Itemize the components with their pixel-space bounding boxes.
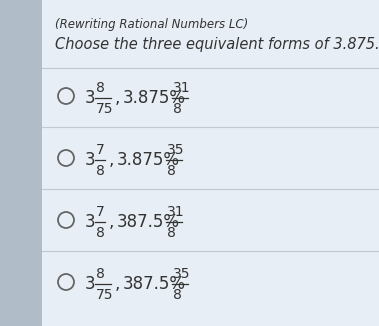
Text: 3: 3 [85, 275, 96, 293]
Text: 3.875%: 3.875% [123, 89, 186, 107]
Text: 75: 75 [96, 288, 113, 302]
Text: 7: 7 [96, 205, 105, 219]
Text: 8: 8 [96, 267, 105, 281]
Text: Choose the three equivalent forms of 3.875.: Choose the three equivalent forms of 3.8… [55, 37, 379, 52]
Text: 387.5%: 387.5% [123, 275, 186, 293]
Text: 8: 8 [96, 164, 105, 178]
Text: 8: 8 [166, 164, 175, 178]
Text: 3.875%: 3.875% [116, 151, 180, 169]
Text: 8: 8 [96, 226, 105, 240]
Text: ,: , [108, 213, 114, 231]
Text: 8: 8 [173, 102, 182, 116]
Text: 31: 31 [166, 205, 184, 219]
Text: 8: 8 [96, 81, 105, 95]
Bar [42, 0, 379, 326]
Text: ,: , [115, 275, 121, 293]
Text: 8: 8 [173, 288, 182, 302]
Text: 7: 7 [96, 143, 105, 157]
Text: 3: 3 [85, 213, 96, 231]
Text: 387.5%: 387.5% [116, 213, 180, 231]
Text: 3: 3 [85, 151, 96, 169]
Text: 75: 75 [96, 102, 113, 116]
Text: 35: 35 [166, 143, 184, 157]
Text: 8: 8 [166, 226, 175, 240]
Text: ,: , [108, 151, 114, 169]
Text: 31: 31 [173, 81, 191, 95]
Text: 35: 35 [173, 267, 191, 281]
Text: ,: , [115, 89, 121, 107]
Text: (Rewriting Rational Numbers LC): (Rewriting Rational Numbers LC) [55, 18, 248, 31]
Bar [0, 0, 42, 326]
Text: 3: 3 [85, 89, 96, 107]
